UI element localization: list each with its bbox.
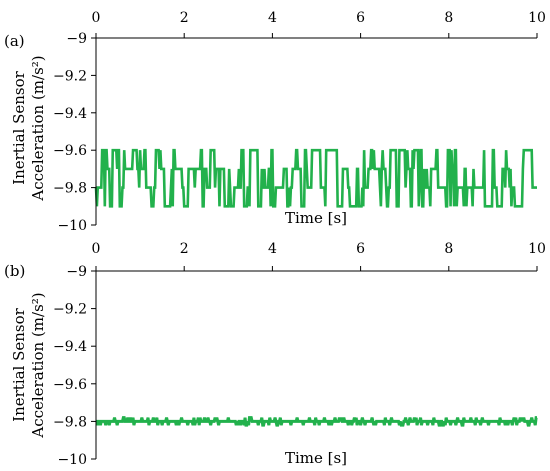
y-tick-label-a-0: −9 bbox=[66, 31, 87, 47]
x-axis-title-a: Time [s] bbox=[285, 209, 347, 227]
series-line-b-0 bbox=[95, 416, 538, 427]
y-axis-title-line1-b: Inertial Sensor bbox=[10, 307, 28, 422]
x-tick-label-a-5: 10 bbox=[528, 10, 546, 26]
y-axis-title-b: Inertial Sensor Acceleration (m/s²) bbox=[10, 292, 47, 438]
chart-panel-a: (a) Inertial Sensor Acceleration (m/s²) … bbox=[4, 10, 546, 234]
chart-panel-b: (b) Inertial Sensor Acceleration (m/s²) … bbox=[4, 241, 546, 468]
x-tick-label-b-1: 2 bbox=[180, 241, 189, 257]
y-axis-title-a: Inertial Sensor Acceleration (m/s²) bbox=[10, 55, 47, 201]
x-tick-label-a-0: 0 bbox=[92, 10, 101, 26]
y-tick-label-b-2: −9.4 bbox=[53, 339, 87, 355]
x-tick-label-b-2: 4 bbox=[268, 241, 277, 257]
y-tick-label-a-4: −9.8 bbox=[53, 181, 87, 197]
series-line-a-0 bbox=[94, 148, 537, 208]
y-tick-label-b-1: −9.2 bbox=[53, 302, 87, 318]
y-tick-label-b-0: −9 bbox=[66, 264, 87, 280]
x-tick-label-a-2: 4 bbox=[268, 10, 277, 26]
y-tick-label-a-2: −9.4 bbox=[53, 106, 87, 122]
y-tick-label-b-3: −9.6 bbox=[53, 377, 87, 393]
plot-area-a: −9 −9.2 −9.4 −9.6 −9.8 −10 0 2 4 6 8 10 bbox=[53, 10, 546, 234]
x-tick-label-a-3: 6 bbox=[356, 10, 365, 26]
x-tick-label-b-3: 6 bbox=[356, 241, 365, 257]
x-tick-label-a-1: 2 bbox=[180, 10, 189, 26]
y-tick-label-b-4: −9.8 bbox=[53, 414, 87, 430]
y-tick-label-a-1: −9.2 bbox=[53, 68, 87, 84]
x-tick-label-a-4: 8 bbox=[444, 10, 453, 26]
y-axis-title-line1-a: Inertial Sensor bbox=[10, 70, 28, 185]
x-tick-label-b-4: 8 bbox=[444, 241, 453, 257]
y-tick-label-b-5: −10 bbox=[57, 452, 87, 468]
panel-label-a: (a) bbox=[4, 32, 25, 50]
y-tick-label-a-3: −9.6 bbox=[53, 143, 87, 159]
plot-area-b: −9 −9.2 −9.4 −9.6 −9.8 −10 0 2 4 6 8 10 bbox=[53, 241, 546, 468]
x-axis-title-b: Time [s] bbox=[285, 449, 347, 467]
y-axis-title-line2-b: Acceleration (m/s²) bbox=[29, 292, 47, 438]
y-tick-label-a-5: −10 bbox=[57, 218, 87, 234]
panel-label-b: (b) bbox=[4, 262, 25, 280]
x-tick-label-b-5: 10 bbox=[528, 241, 546, 257]
x-tick-label-b-0: 0 bbox=[92, 241, 101, 257]
y-axis-title-line2-a: Acceleration (m/s²) bbox=[29, 55, 47, 201]
